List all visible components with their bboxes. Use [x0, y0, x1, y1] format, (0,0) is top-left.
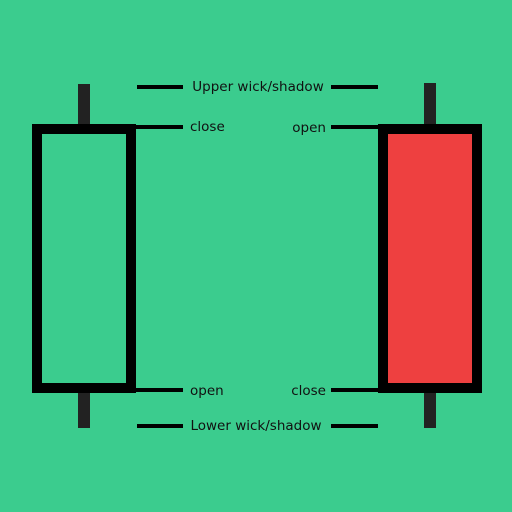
bearish-close-leader — [331, 388, 383, 392]
lower-wick-dash-left — [137, 424, 183, 428]
bullish-close-label: close — [190, 119, 225, 135]
bullish-candle — [32, 84, 136, 428]
bullish-open-leader — [131, 388, 183, 392]
upper-wick-dash-left — [137, 85, 183, 89]
lower-wick-dash-right — [331, 424, 378, 428]
bullish-upper-wick — [78, 84, 90, 128]
lower-wick-annotation: Lower wick/shadow — [137, 418, 378, 434]
upper-wick-label: Upper wick/shadow — [192, 79, 323, 95]
bullish-open-annotation: open — [131, 383, 224, 399]
lower-wick-label: Lower wick/shadow — [190, 418, 321, 434]
bearish-open-annotation: open — [292, 120, 383, 136]
bullish-body — [32, 124, 136, 393]
bearish-close-annotation: close — [291, 383, 383, 399]
bullish-close-annotation: close — [131, 119, 225, 135]
bearish-lower-wick — [424, 388, 436, 428]
bearish-upper-wick — [424, 83, 436, 128]
bullish-lower-wick — [78, 388, 90, 428]
bearish-close-label: close — [291, 383, 326, 399]
bullish-close-leader — [131, 125, 183, 129]
bearish-open-leader — [331, 125, 383, 129]
upper-wick-dash-right — [331, 85, 378, 89]
bearish-body — [378, 124, 482, 393]
bearish-open-label: open — [292, 120, 326, 136]
bearish-candle — [378, 83, 482, 428]
bullish-open-label: open — [190, 383, 224, 399]
upper-wick-annotation: Upper wick/shadow — [137, 79, 378, 95]
